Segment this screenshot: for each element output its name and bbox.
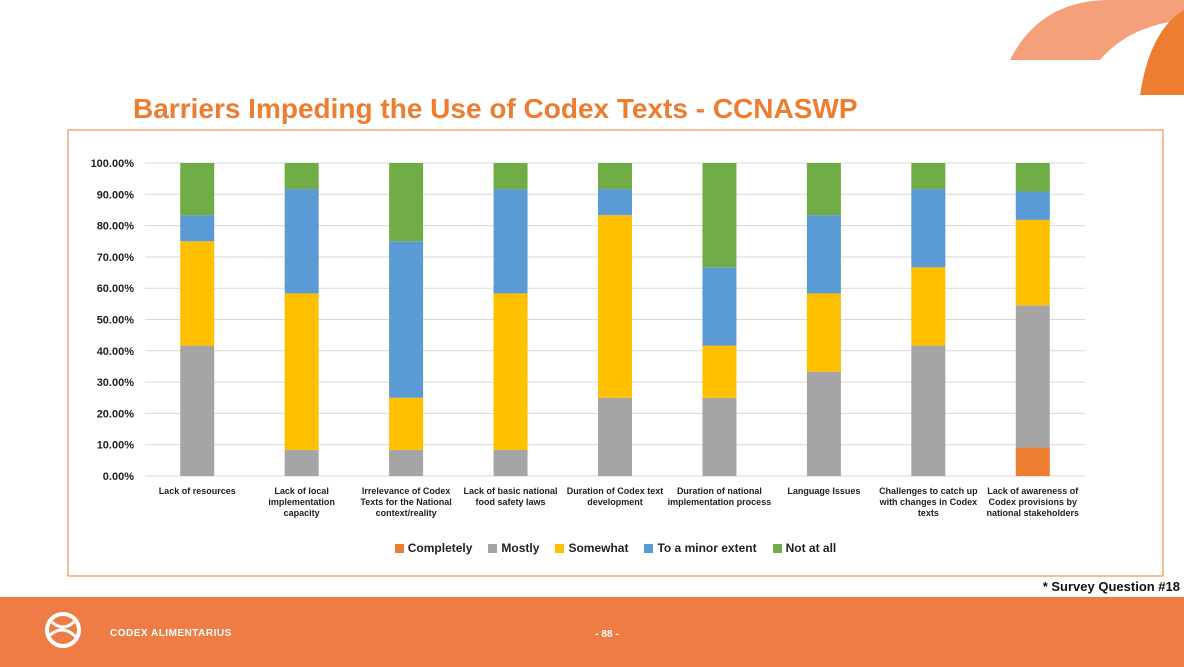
y-tick-label: 50.00%: [97, 315, 135, 327]
bar-segment: [389, 449, 424, 476]
y-tick-label: 100.00%: [91, 158, 135, 170]
bar-segment: [911, 163, 946, 190]
y-tick-label: 80.00%: [97, 221, 135, 233]
page-number: - 88 -: [595, 629, 618, 640]
bar-segment: [180, 215, 215, 242]
legend-item: Completely: [394, 541, 473, 555]
y-tick-label: 10.00%: [97, 440, 135, 452]
y-tick-label: 20.00%: [97, 408, 135, 420]
x-tick-label: Duration of Codex text development: [566, 486, 664, 507]
legend-item: Not at all: [772, 541, 837, 555]
x-tick-label: Lack of awareness of Codex provisions by…: [986, 486, 1080, 518]
legend-swatch: [394, 543, 404, 553]
bar-segment: [1015, 447, 1050, 476]
bar-segment: [702, 397, 737, 476]
bar-segment: [493, 163, 528, 190]
bar-segment: [598, 215, 632, 398]
bar-segment: [1015, 305, 1050, 448]
bar-segment: [389, 397, 424, 450]
legend-label: Somewhat: [568, 541, 629, 555]
bar-segment: [806, 215, 841, 294]
x-tick-label: Lack of resources: [158, 486, 236, 496]
bar-segment: [493, 189, 528, 294]
bar-segment: [806, 371, 841, 476]
footnote: * Survey Question #18: [1043, 579, 1180, 594]
y-tick-label: 60.00%: [97, 283, 135, 295]
bar-segment: [284, 163, 319, 190]
bar-segment: [284, 189, 319, 294]
y-tick-label: 0.00%: [103, 471, 134, 483]
legend-swatch: [488, 543, 498, 553]
legend-item: To a minor extent: [644, 541, 757, 555]
bar-segment: [284, 293, 319, 450]
legend: Completely Mostly Somewhat To a minor exten…: [68, 541, 1163, 555]
legend-label: Completely: [407, 541, 473, 555]
bar-segment: [806, 293, 841, 372]
bar-segment: [911, 345, 946, 476]
chart-frame: [67, 129, 1164, 577]
y-tick-label: 40.00%: [97, 346, 135, 358]
decor: [1140, 10, 1184, 95]
bar-segment: [493, 449, 528, 476]
bar-segment: [1015, 191, 1050, 220]
y-tick-label: 90.00%: [97, 189, 135, 201]
legend-swatch: [772, 543, 782, 553]
legend-item: Mostly: [488, 541, 539, 555]
bar-segment: [806, 163, 841, 216]
legend-label: To a minor extent: [657, 541, 757, 555]
bar-segment: [702, 267, 737, 346]
bar-segment: [389, 241, 424, 398]
legend-swatch: [555, 543, 565, 553]
y-tick-label: 70.00%: [97, 252, 135, 264]
bar-segment: [180, 345, 215, 476]
bar-segment: [284, 449, 319, 476]
bar-segment: [911, 189, 946, 268]
bar-segment: [389, 163, 424, 242]
logo: [45, 612, 81, 648]
x-tick-label: Language Issues: [787, 486, 861, 496]
legend-swatch: [644, 543, 654, 553]
x-tick-label: Lack of basic national food safety laws: [463, 486, 558, 507]
x-tick-label: Challenges to catch up with changes in C…: [879, 486, 978, 518]
legend-item: Somewhat: [555, 541, 628, 555]
bar-segment: [911, 267, 946, 346]
x-tick-label: Duration of national implementation proc…: [667, 486, 772, 507]
y-tick-label: 30.00%: [97, 377, 135, 389]
bar-segment: [180, 241, 215, 346]
bar-segment: [702, 345, 737, 398]
bar-segment: [702, 163, 737, 268]
legend-label: Not at all: [785, 541, 837, 555]
chart-title: Barriers Impeding the Use of Codex Texts…: [133, 93, 858, 124]
logo: [49, 620, 78, 639]
footer-brand: CODEX ALIMENTARIUS: [110, 628, 232, 639]
bar-segment: [1015, 163, 1050, 192]
footer-band: [0, 597, 1184, 667]
bar-segment: [1015, 219, 1050, 306]
x-tick-label: Lack of local implementation capacity: [268, 486, 335, 518]
x-tick-label: Irrelevance of Codex Texts for the Natio…: [360, 486, 452, 518]
decor: [1010, 0, 1184, 60]
bar-segment: [598, 397, 632, 476]
bar-segment: [598, 163, 632, 190]
legend-label: Mostly: [501, 541, 540, 555]
bar-segment: [598, 189, 632, 216]
bar-segment: [493, 293, 528, 450]
bar-segment: [180, 163, 215, 216]
